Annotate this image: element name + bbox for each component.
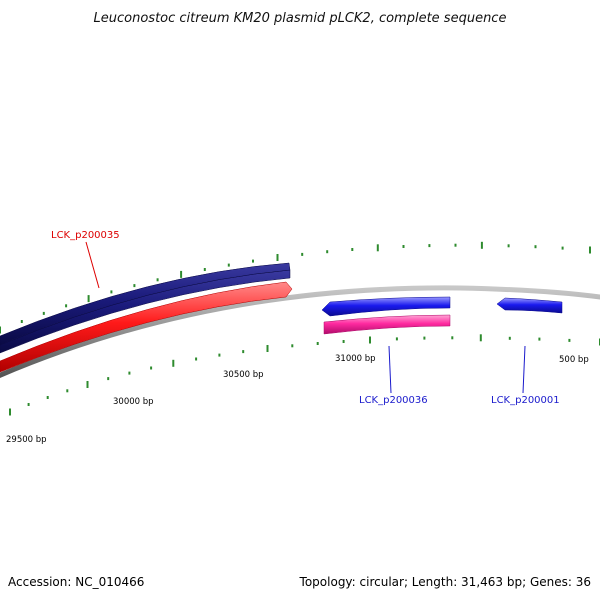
leader-line-lck-p200035: [85, 241, 100, 289]
leader-line-lck-p200001: [522, 345, 526, 394]
gene-label-lck-p200035[interactable]: LCK_p200035: [51, 230, 120, 241]
accession-text: Accession: NC_010466: [8, 575, 144, 589]
plasmid-backbone: [0, 285, 600, 378]
gene-label-lck-p200001[interactable]: LCK_p200001: [491, 395, 560, 406]
gene-lck-p200035[interactable]: [0, 281, 293, 373]
feature-band-navy-top: [0, 262, 291, 346]
position-label: 29500 bp: [6, 435, 47, 445]
leader-line-lck-p200036: [388, 345, 392, 394]
topology-summary: Topology: circular; Length: 31,463 bp; G…: [299, 575, 591, 589]
gene-label-lck-p200036[interactable]: LCK_p200036: [359, 395, 428, 406]
position-label: 30500 bp: [223, 370, 264, 380]
inner-tick-marks: [9, 334, 600, 416]
position-label: 31000 bp: [335, 354, 376, 364]
position-label: 500 bp: [559, 355, 589, 365]
position-label: 30000 bp: [113, 397, 154, 407]
map-title: Leuconostoc citreum KM20 plasmid pLCK2, …: [94, 11, 507, 26]
gene-lck-p200036[interactable]: [321, 296, 451, 317]
gene-lck-p200001[interactable]: [496, 297, 563, 314]
feature-lck-p200036-pink[interactable]: [323, 314, 451, 335]
outer-tick-marks: [0, 241, 591, 334]
